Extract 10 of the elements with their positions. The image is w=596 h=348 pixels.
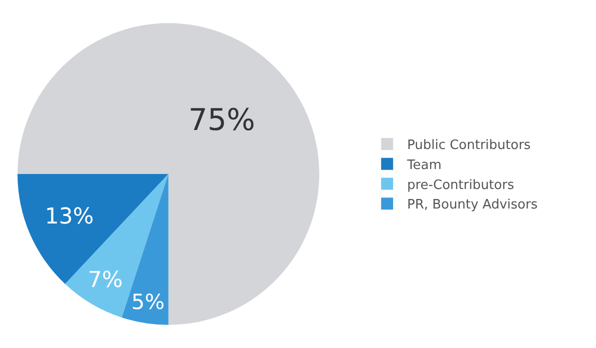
legend-label: Public Contributors xyxy=(407,138,531,154)
data-label: 5% xyxy=(131,290,165,314)
data-label: 13% xyxy=(44,204,94,230)
data-label: 7% xyxy=(88,268,123,294)
legend-label: pre-Contributors xyxy=(407,178,514,193)
legend-label: Team xyxy=(406,158,442,173)
pie-slice xyxy=(122,174,168,325)
legend-label: PR, Bounty Advisors xyxy=(407,198,538,213)
pie-slice xyxy=(18,23,320,325)
data-label: 75% xyxy=(188,103,256,138)
